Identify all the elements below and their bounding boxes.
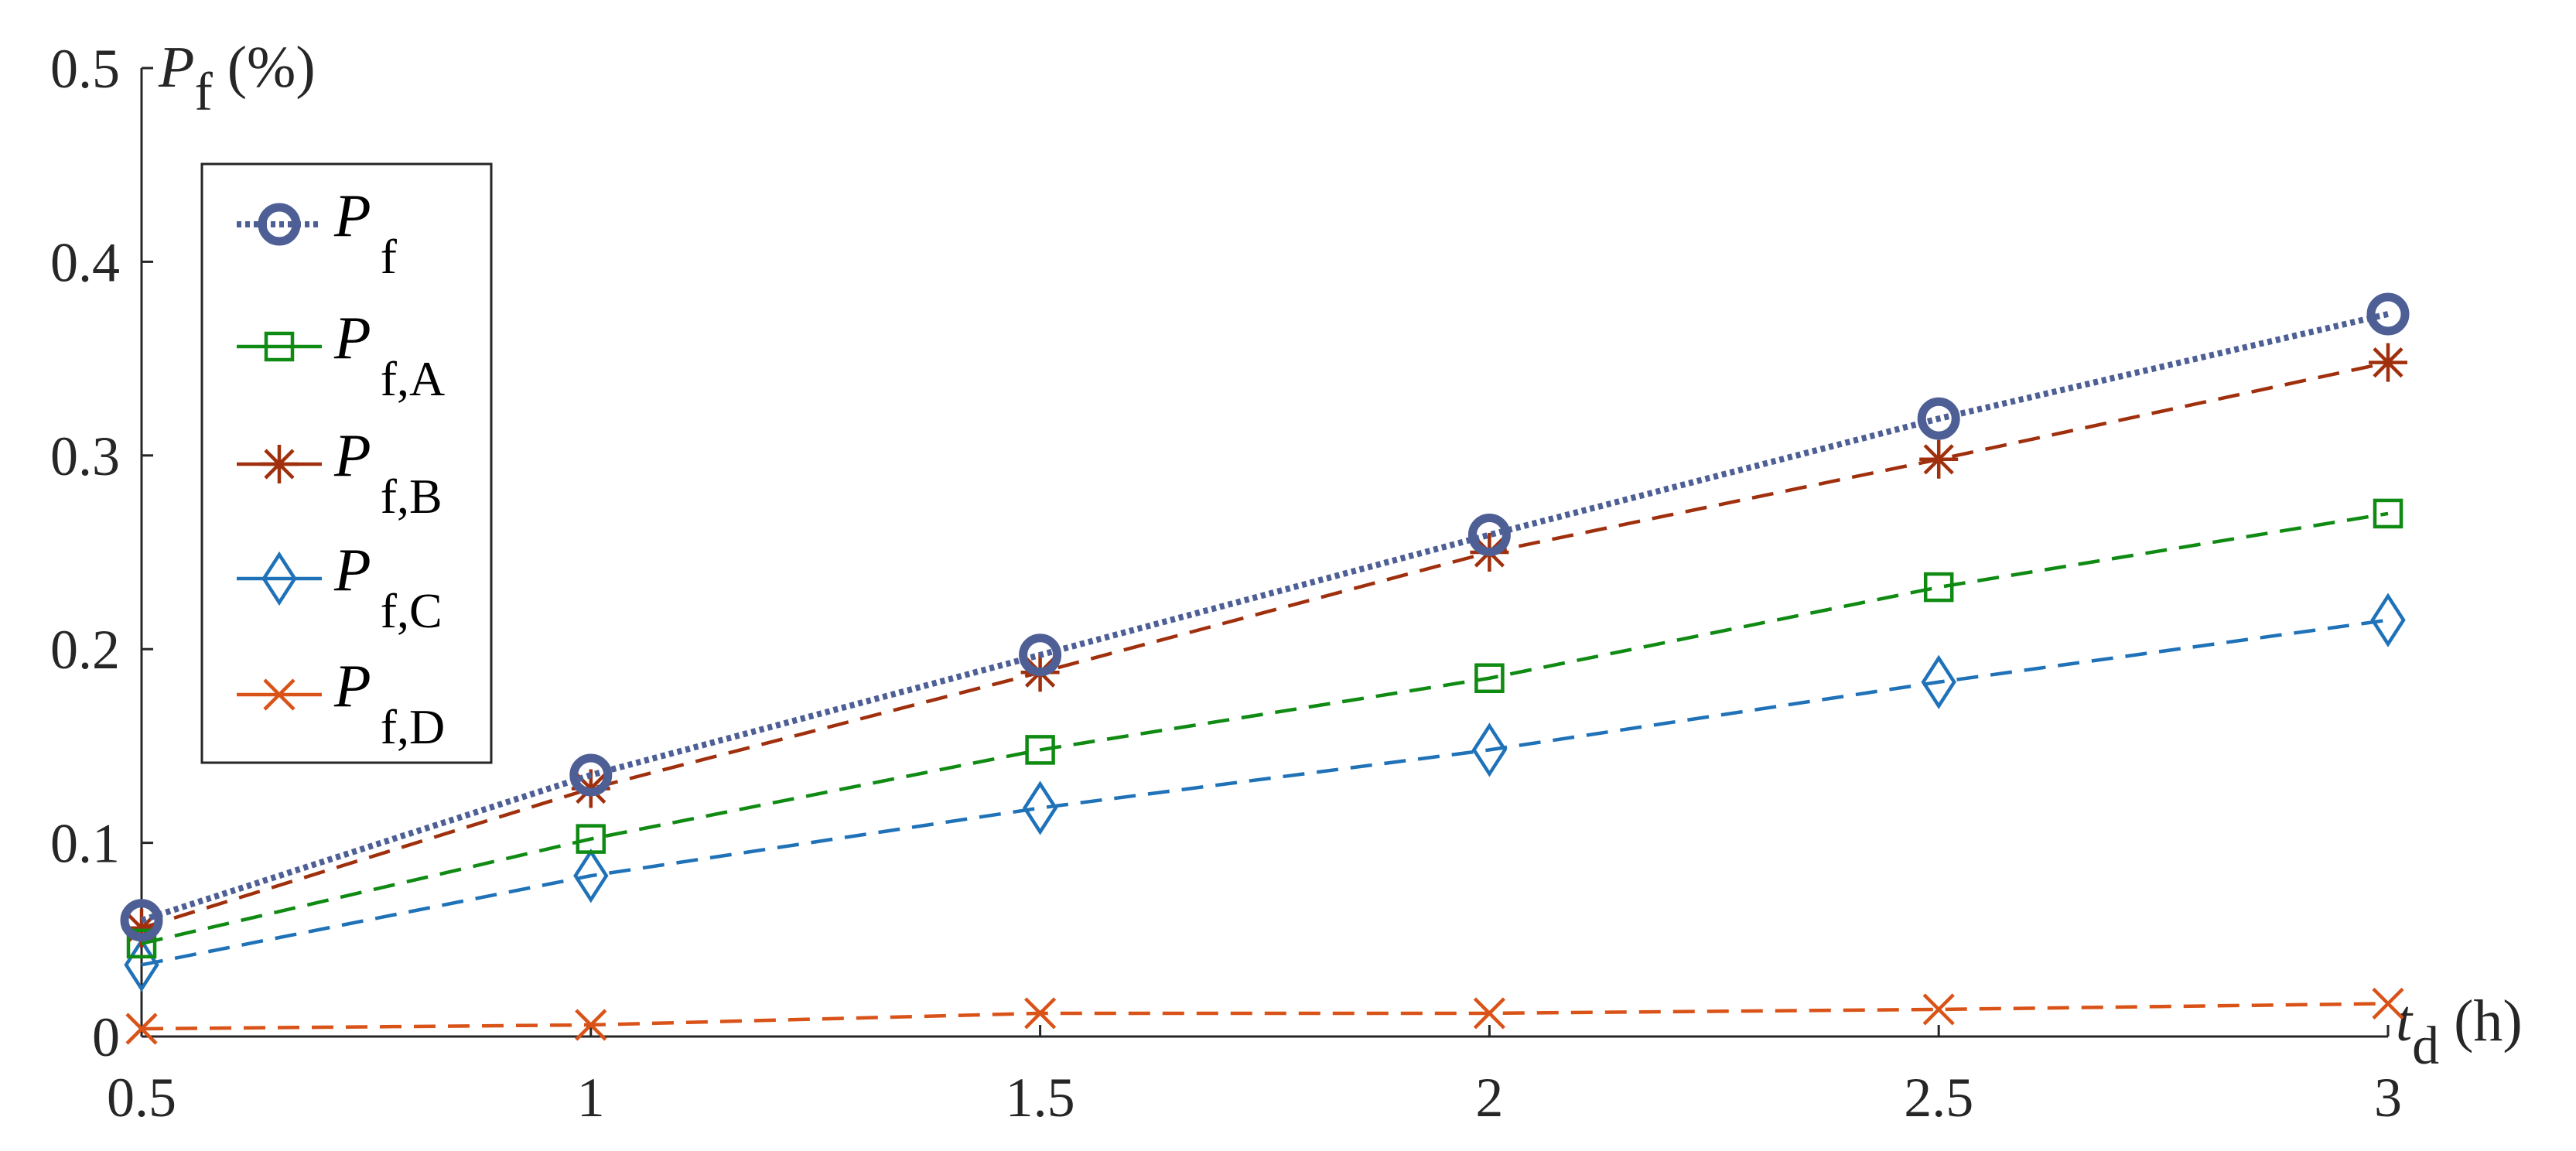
data-point-x [1922,993,1955,1026]
legend-item: Pf [237,182,398,284]
legend-label-main: P [333,182,371,249]
data-point-asterisk [2369,343,2407,382]
y-axis-title-main: P [158,35,194,100]
series-layer [120,292,2410,1045]
legend-label-main: P [333,422,371,489]
data-point-diamond [1471,722,1508,777]
y-tick-label: 0.2 [50,619,120,681]
data-point-asterisk [260,445,299,483]
legend-label-sub: f [381,229,398,284]
legend-label: Pf [333,182,398,284]
legend-label: Pf,A [333,304,445,406]
legend-label: Pf,D [333,652,445,754]
data-point-square [1923,572,1954,603]
y-tick-label: 0.4 [50,231,120,293]
data-point-diamond [2370,593,2406,647]
x-tick-label: 0.5 [107,1067,176,1129]
y-ticks: 0 0.1 0.2 0.3 0.4 0.5 [50,38,153,1068]
series-line [141,1002,2389,1031]
data-point-diamond [1022,780,1058,835]
x-axis-title-unit: (h) [2439,989,2523,1054]
legend-item: Pf,B [237,422,442,524]
legend-item: Pf,C [237,536,442,638]
series-f-A [126,498,2403,959]
data-point-circle [258,203,301,246]
data-point-diamond [573,849,609,903]
data-point-x [2372,987,2404,1020]
data-point-circle [1917,397,1960,440]
data-point-diamond [261,551,297,606]
data-point-circle [1019,634,1062,677]
legend-item: Pf,D [237,652,445,754]
x-axis-title-main: t [2396,989,2414,1054]
y-axis-title-sub: f [194,63,213,122]
x-tick-label: 2 [1475,1067,1503,1129]
legend-label-sub: f,D [381,699,446,754]
data-point-square [126,928,157,959]
data-point-square [1025,735,1055,765]
data-point-square [576,824,606,854]
y-axis-title: Pf (%) [158,35,316,122]
y-tick-label: 0.3 [50,425,120,487]
data-point-square [264,331,295,362]
legend-label-sub: f,A [381,351,446,406]
legend-label: Pf,B [333,422,442,524]
data-point-square [1474,663,1505,694]
data-point-square [2373,498,2403,529]
series-line [141,360,2389,930]
data-point-circle [1467,513,1511,556]
x-axis-title-sub: d [2412,1016,2439,1076]
data-point-x [1024,997,1057,1030]
y-tick-label: 0.1 [50,813,120,875]
data-point-asterisk [122,908,161,948]
data-point-x [1473,997,1505,1030]
data-point-x [125,1013,158,1045]
legend-label-sub: f,C [381,583,442,638]
legend-label-main: P [333,652,371,719]
axes: 0 0.1 0.2 0.3 0.4 0.5 0.5 1 1.5 2 2.5 3 Pf (%) td … [50,35,2523,1129]
x-ticks: 0.5 1 1.5 2 2.5 3 [107,1025,2402,1129]
legend-label: Pf,C [333,536,442,638]
x-tick-label: 1 [577,1067,605,1129]
legend-label-main: P [333,304,371,371]
series-line [141,618,2389,967]
legend-label-sub: f,B [381,469,442,524]
data-point-circle [569,753,613,797]
data-point-asterisk [1919,439,1959,479]
series-line [141,511,2389,945]
y-axis-title-unit: (%) [213,35,316,100]
data-point-x [575,1009,607,1041]
series-f-D [125,987,2404,1045]
legend-item: Pf,A [237,304,445,406]
data-point-diamond [1921,654,1956,709]
data-point-circle [2366,292,2410,336]
y-tick-label: 0.5 [50,38,120,100]
x-tick-label: 3 [2374,1067,2402,1129]
series-line [140,311,2389,924]
data-point-x [263,678,296,711]
data-point-circle [120,899,163,942]
y-tick-label: 0 [92,1006,120,1068]
x-axis-title: td (h) [2396,989,2523,1076]
series-f [120,292,2410,942]
x-tick-label: 1.5 [1006,1067,1075,1129]
x-tick-label: 2.5 [1904,1067,1973,1129]
legend-label-main: P [333,536,371,603]
